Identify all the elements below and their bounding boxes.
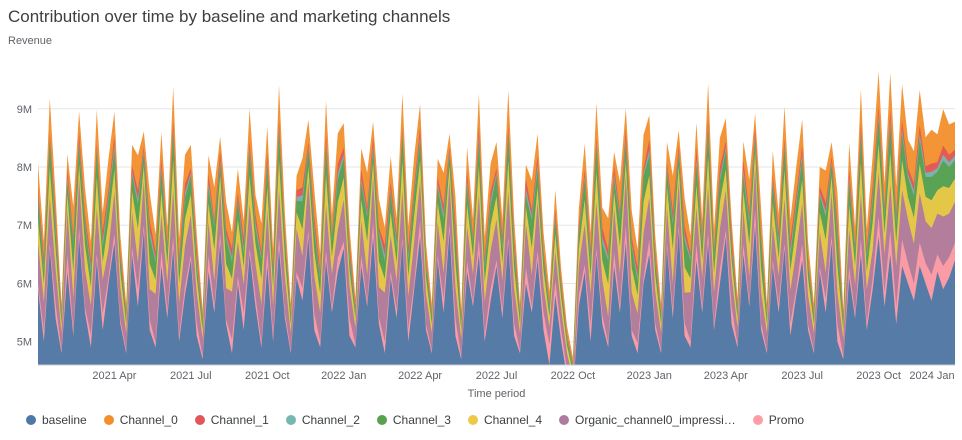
area-band-baseline — [38, 225, 955, 365]
legend-label: Channel_1 — [210, 413, 269, 427]
x-tick-label: 2023 Apr — [704, 370, 748, 382]
legend-label: Channel_3 — [392, 413, 451, 427]
legend-item-baseline[interactable]: baseline — [26, 413, 87, 427]
y-tick-label: 6M — [17, 279, 32, 291]
legend-item-channel-1[interactable]: Channel_1 — [194, 413, 269, 427]
x-tick-label: 2022 Jan — [321, 370, 366, 382]
legend-label: baseline — [42, 413, 87, 427]
x-tick-label: 2021 Apr — [92, 370, 136, 382]
y-tick-label: 9M — [17, 104, 32, 116]
y-tick-label: 8M — [17, 162, 32, 174]
legend-color-dot — [376, 415, 387, 425]
y-axis-title: Revenue — [8, 35, 53, 47]
legend-label: Channel_2 — [301, 413, 360, 427]
legend-color-dot — [559, 415, 570, 425]
x-tick-label: 2023 Jul — [781, 370, 823, 382]
legend-label: Channel_4 — [483, 413, 543, 427]
legend: baseline Channel_0 Channel_1 Channel_2 Chann… — [26, 413, 804, 427]
legend-color-dot — [752, 415, 763, 425]
legend-item-channel-2[interactable]: Channel_2 — [285, 413, 360, 427]
legend-label: Promo — [768, 413, 805, 427]
x-tick-label: 2023 Jan — [627, 370, 672, 382]
x-axis-title: Time period — [467, 388, 526, 400]
area-layers — [38, 71, 955, 365]
y-tick-label: 7M — [17, 220, 32, 232]
y-tick-label: 5M — [17, 337, 32, 349]
legend-item-organic-channel0-impressi-[interactable]: Organic_channel0_impressi… — [559, 413, 736, 427]
legend-item-promo[interactable]: Promo — [752, 413, 805, 427]
legend-color-dot — [26, 415, 36, 425]
x-tick-label: 2022 Oct — [551, 370, 596, 382]
x-tick-label: 2024 Jan — [909, 370, 954, 382]
legend-label: Organic_channel0_impressi… — [575, 413, 736, 427]
legend-color-dot — [467, 415, 478, 425]
legend-item-channel-3[interactable]: Channel_3 — [376, 413, 451, 427]
legend-item-channel-4[interactable]: Channel_4 — [467, 413, 543, 427]
x-tick-label: 2023 Oct — [856, 370, 901, 382]
legend-color-dot — [194, 415, 205, 425]
legend-label: Channel_0 — [119, 413, 178, 427]
legend-color-dot — [285, 415, 296, 425]
x-tick-label: 2021 Oct — [245, 370, 290, 382]
legend-item-channel-0[interactable]: Channel_0 — [103, 413, 178, 427]
x-tick-label: 2021 Jul — [170, 370, 212, 382]
x-tick-label: 2022 Jul — [476, 370, 518, 382]
x-tick-label: 2022 Apr — [398, 370, 442, 382]
stacked-area-chart[interactable]: 5M 6M 7M 8M 9M 2021 Apr 2021 Jul 2021 Oct 2022 J… — [0, 52, 962, 388]
chart-title: Contribution over time by baseline and m… — [8, 7, 451, 26]
legend-color-dot — [103, 415, 114, 425]
